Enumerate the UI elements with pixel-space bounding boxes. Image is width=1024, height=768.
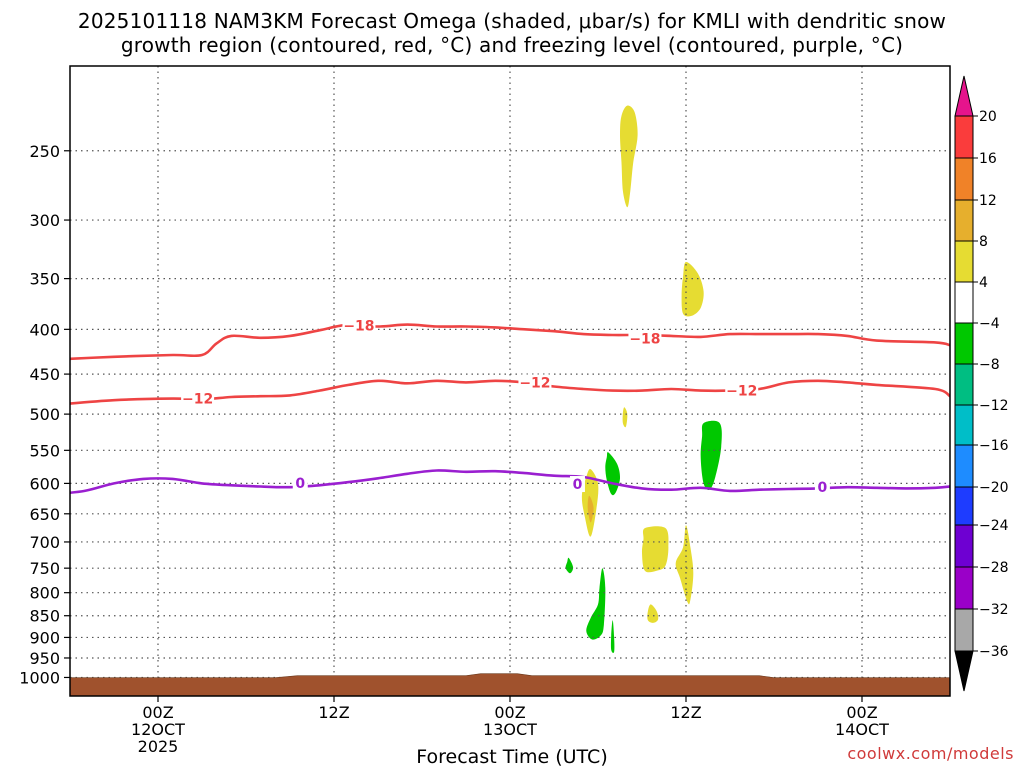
colorbar-label-12: 12 [979, 193, 997, 209]
omega-region-1 [620, 105, 638, 208]
contour-label-bg-2-3 [725, 382, 759, 399]
chart-title-line-2: growth region (contoured, red, °C) and f… [120, 33, 904, 57]
y-tick-label-700: 700 [29, 533, 60, 552]
y-tick-label-300: 300 [29, 211, 60, 230]
contour-label-bg-3-3 [814, 479, 830, 496]
colorbar-label-7: −12 [979, 398, 1009, 414]
colorbar-cell-12 [954, 157, 974, 201]
colorbar-cell-5 [954, 444, 974, 488]
colorbar-label-4: −24 [979, 518, 1009, 534]
omega-region-5 [700, 420, 722, 490]
colorbar-label-5: −20 [979, 480, 1009, 496]
y-tick-label-750: 750 [29, 559, 60, 578]
colorbar-label-9: −4 [979, 316, 1000, 332]
omega-region-9 [675, 525, 694, 605]
colorbar-label-8: −8 [979, 357, 1000, 373]
x-tick-label-54-1: 00Z [846, 703, 877, 722]
omega-region-3 [622, 407, 628, 428]
contour-label-bg-2-2 [518, 374, 552, 391]
x-tick-label-6-3: 2025 [138, 737, 179, 756]
colorbar-label-14: 20 [979, 109, 997, 125]
y-tick-label-400: 400 [29, 320, 60, 339]
colorbar-label-13: 16 [979, 151, 997, 167]
omega-region-13 [610, 620, 615, 653]
y-axis: 250 300 350 400 450 500 550 600 650 700 750 800 850 9… [19, 142, 70, 687]
omega-region-11 [586, 568, 606, 640]
contour-line-1 [70, 323, 950, 361]
contour-label-3-1: 0 [295, 476, 305, 492]
contour-label-bg-1-1 [342, 317, 376, 334]
contour-label-2-1: −12 [182, 392, 213, 408]
omega-region-10 [565, 557, 574, 574]
colorbar-cell-3 [954, 524, 974, 568]
y-tick-label-550: 550 [29, 441, 60, 460]
colorbar-cell-13 [954, 115, 974, 159]
contour-label-1-2: −18 [629, 332, 660, 348]
colorbar-label-10: 4 [979, 275, 988, 291]
colorbar-cell-1 [954, 608, 974, 652]
contour-layer: −18 −18 −12 −12 −12 0 0 0 [70, 317, 950, 496]
contour-label-bg-1-2 [628, 330, 662, 347]
colorbar-cell-8 [954, 322, 974, 365]
colorbar-cell-4 [954, 486, 974, 526]
contour-label-3-3: 0 [818, 480, 828, 496]
omega-region-8 [641, 526, 669, 573]
x-tick-label-42-1: 12Z [670, 703, 701, 722]
colorbar-cell-11 [954, 199, 974, 242]
omega-region-4 [605, 452, 621, 496]
y-tick-label-900: 900 [29, 628, 60, 647]
colorbar-cell-2 [954, 566, 974, 610]
colorbar-cell-9 [954, 281, 974, 324]
x-tick-label-6-1: 00Z [142, 703, 173, 722]
y-tick-label-250: 250 [29, 142, 60, 161]
omega-shading-layer [565, 105, 722, 653]
colorbar-label-3: −28 [979, 560, 1009, 576]
ground-layer [70, 673, 950, 696]
y-tick-label-450: 450 [29, 365, 60, 384]
contour-label-bg-3-1 [292, 474, 308, 491]
colorbar: −36 −32 −28 −24 −20 −16 −12 −8 −4 4 8 12 16 20 [954, 75, 1009, 692]
omega-region-12 [647, 604, 659, 623]
colorbar-max-arrow [954, 75, 974, 117]
colorbar-cell-6 [954, 404, 974, 446]
y-tick-label-800: 800 [29, 584, 60, 603]
contour-label-2-3: −12 [726, 384, 757, 400]
omega-region-7 [587, 495, 594, 523]
credit-link[interactable]: coolwx.com/models [847, 744, 1014, 763]
contour-label-1-1: −18 [343, 319, 374, 335]
colorbar-min-arrow [954, 650, 974, 692]
chart-title-line-1: 2025101118 NAM3KM Forecast Omega (shaded… [77, 9, 947, 33]
x-tick-label-6-2: 12OCT [131, 720, 185, 739]
y-tick-label-600: 600 [29, 474, 60, 493]
colorbar-cell-7 [954, 363, 974, 406]
x-axis-title: Forecast Time (UTC) [416, 746, 608, 768]
colorbar-label-1: −36 [979, 644, 1009, 660]
y-tick-label-850: 850 [29, 607, 60, 626]
x-tick-label-30-1: 00Z [494, 703, 525, 722]
contour-label-bg-3-2 [569, 476, 585, 493]
ground-terrain [70, 673, 950, 696]
contour-label-bg-2-1 [181, 390, 215, 407]
contour-label-3-2: 0 [573, 477, 583, 493]
y-tick-label-650: 650 [29, 505, 60, 524]
y-tick-label-350: 350 [29, 270, 60, 289]
colorbar-cell-10 [954, 240, 974, 283]
colorbar-label-6: −16 [979, 438, 1009, 454]
x-tick-label-30-2: 13OCT [483, 720, 537, 739]
y-tick-label-1000: 1000 [19, 668, 60, 687]
x-tick-label-54-2: 14OCT [835, 720, 889, 739]
colorbar-label-11: 8 [979, 234, 988, 250]
x-tick-label-18-1: 12Z [318, 703, 349, 722]
y-tick-label-950: 950 [29, 649, 60, 668]
omega-region-2 [681, 261, 704, 317]
colorbar-label-2: −32 [979, 602, 1009, 618]
contour-label-2-2: −12 [519, 375, 550, 391]
y-tick-label-500: 500 [29, 405, 60, 424]
